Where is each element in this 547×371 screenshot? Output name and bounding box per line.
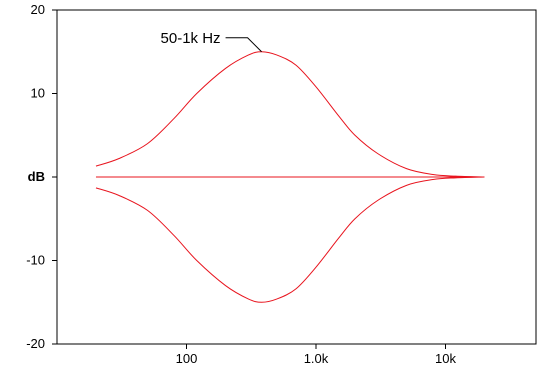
series-layer <box>95 51 485 303</box>
y-tick-label: -20 <box>26 336 45 351</box>
y-axis: 20 10 dB -10 -20 <box>26 2 57 351</box>
y-axis-label: dB <box>28 169 45 184</box>
annotation-label: 50-1k Hz <box>161 30 221 47</box>
annotation-layer: 50-1k Hz <box>161 30 262 53</box>
y-tick-label: 10 <box>31 86 45 101</box>
x-tick-label: 1.0k <box>304 351 329 366</box>
y-tick-label: 20 <box>31 2 45 17</box>
x-tick-label: 100 <box>176 351 198 366</box>
boost-curve <box>95 51 485 178</box>
y-tick-label: -10 <box>26 253 45 268</box>
annotation-leader <box>225 37 262 53</box>
x-axis: 100 1.0k 10k <box>176 344 456 366</box>
cut-curve <box>95 176 485 303</box>
x-tick-label: 10k <box>435 351 456 366</box>
